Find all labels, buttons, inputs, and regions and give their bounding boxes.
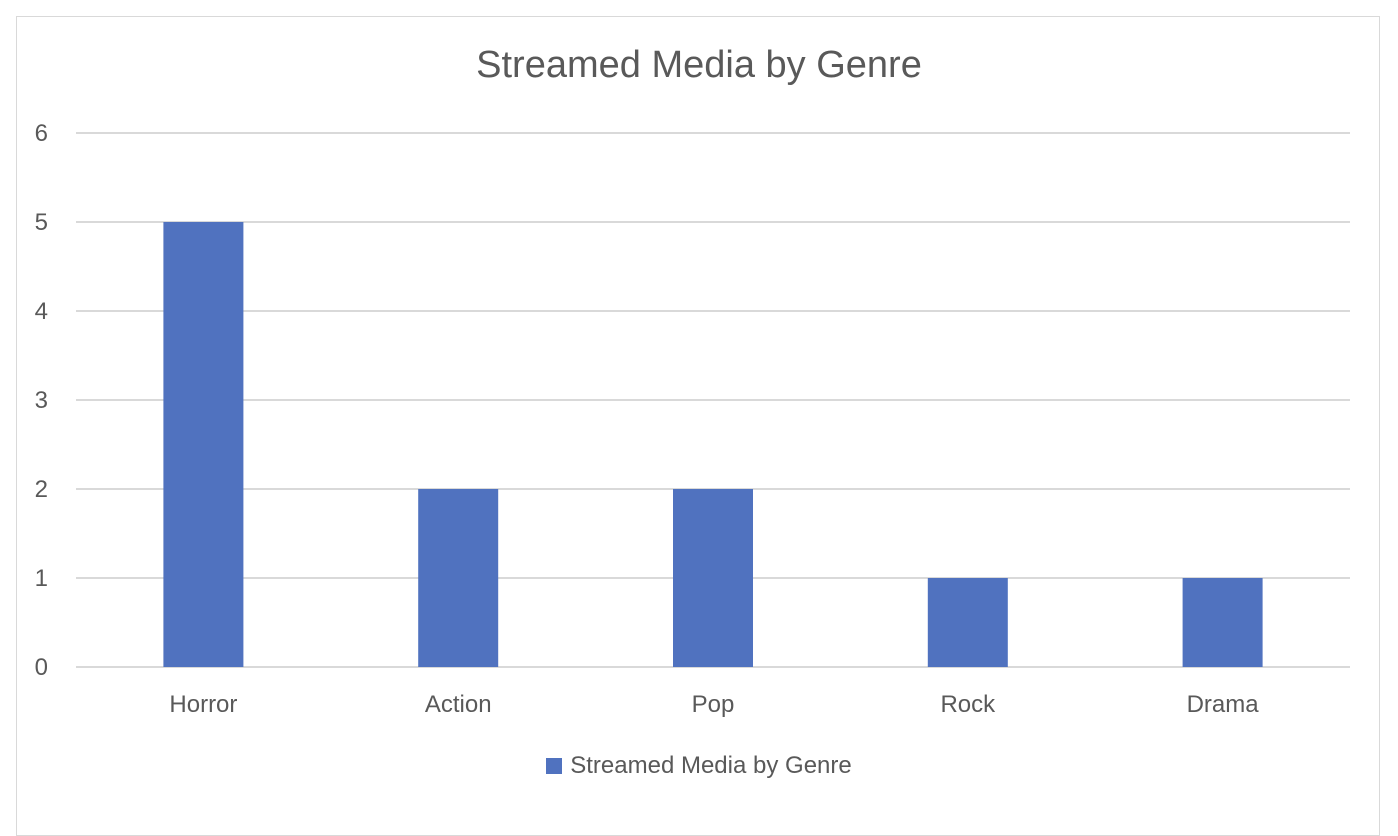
legend-label: Streamed Media by Genre	[570, 752, 852, 779]
bar-action	[418, 489, 499, 667]
chart-title: Streamed Media by Genre	[476, 44, 922, 86]
y-tick-label: 1	[35, 565, 48, 592]
bar-drama	[1182, 578, 1263, 667]
bar-pop	[673, 489, 753, 667]
x-tick-label: Action	[425, 691, 492, 718]
bar-horror	[163, 222, 244, 667]
x-tick-label: Rock	[940, 691, 996, 718]
legend-swatch	[546, 758, 563, 774]
x-tick-label: Pop	[692, 691, 735, 718]
y-tick-label: 4	[35, 298, 48, 325]
y-tick-label: 3	[35, 387, 48, 414]
y-tick-label: 2	[35, 476, 48, 503]
legend: Streamed Media by Genre	[0, 752, 1398, 780]
y-tick-label: 6	[35, 120, 48, 147]
bar-rock	[927, 578, 1008, 667]
y-tick-label: 5	[35, 209, 48, 236]
x-tick-label: Drama	[1187, 691, 1260, 718]
y-tick-label: 0	[35, 654, 48, 681]
x-tick-label: Horror	[169, 691, 237, 718]
